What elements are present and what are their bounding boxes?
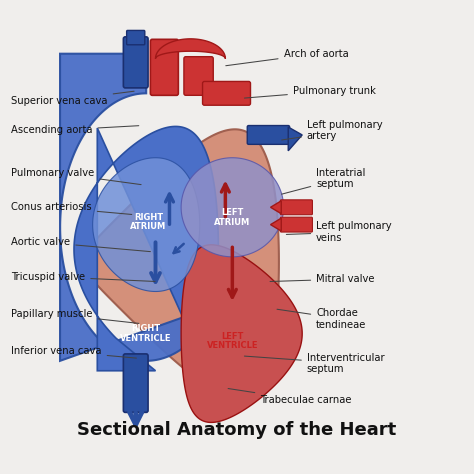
Text: Chordae
tendineae: Chordae tendineae [277,308,366,329]
Text: Papillary muscle: Papillary muscle [11,309,139,323]
FancyBboxPatch shape [280,200,312,215]
Polygon shape [181,245,302,422]
Text: Pulmonary valve: Pulmonary valve [11,168,141,184]
Text: Inferior vena cava: Inferior vena cava [11,346,137,358]
Text: Interatrial
septum: Interatrial septum [282,168,365,194]
Polygon shape [74,127,219,371]
Text: Pulmonary trunk: Pulmonary trunk [245,86,376,98]
Text: RIGHT
VENTRICLE: RIGHT VENTRICLE [120,324,172,343]
Polygon shape [181,158,283,257]
Text: Trabeculae carnae: Trabeculae carnae [228,389,352,405]
Text: Mitral valve: Mitral valve [270,274,374,284]
FancyBboxPatch shape [184,57,213,95]
Polygon shape [83,129,279,394]
FancyBboxPatch shape [150,39,178,95]
Text: RIGHT
ATRIUM: RIGHT ATRIUM [130,213,167,231]
Polygon shape [92,158,200,292]
FancyBboxPatch shape [127,30,145,45]
Text: Aortic valve: Aortic valve [11,237,150,252]
Text: Left pulmonary
veins: Left pulmonary veins [286,221,392,243]
Polygon shape [288,127,302,151]
Text: Interventricular
septum: Interventricular septum [245,353,384,374]
Text: Sectional Anatomy of the Heart: Sectional Anatomy of the Heart [77,421,397,439]
Text: Left pulmonary
artery: Left pulmonary artery [282,120,383,141]
Text: LEFT
ATRIUM: LEFT ATRIUM [214,208,250,227]
Text: LEFT
VENTRICLE: LEFT VENTRICLE [207,332,258,350]
FancyBboxPatch shape [247,126,290,145]
Text: Conus arteriosis: Conus arteriosis [11,202,132,214]
Polygon shape [155,39,225,59]
FancyBboxPatch shape [123,37,148,88]
Polygon shape [271,218,281,231]
FancyBboxPatch shape [280,217,312,232]
Polygon shape [271,201,281,214]
Text: Ascending aorta: Ascending aorta [11,126,139,136]
FancyBboxPatch shape [123,354,148,412]
FancyBboxPatch shape [202,82,250,105]
Text: Tricuspid valve: Tricuspid valve [11,272,155,282]
Text: Superior vena cava: Superior vena cava [11,91,134,106]
Text: Arch of aorta: Arch of aorta [226,49,348,66]
Polygon shape [60,54,216,361]
